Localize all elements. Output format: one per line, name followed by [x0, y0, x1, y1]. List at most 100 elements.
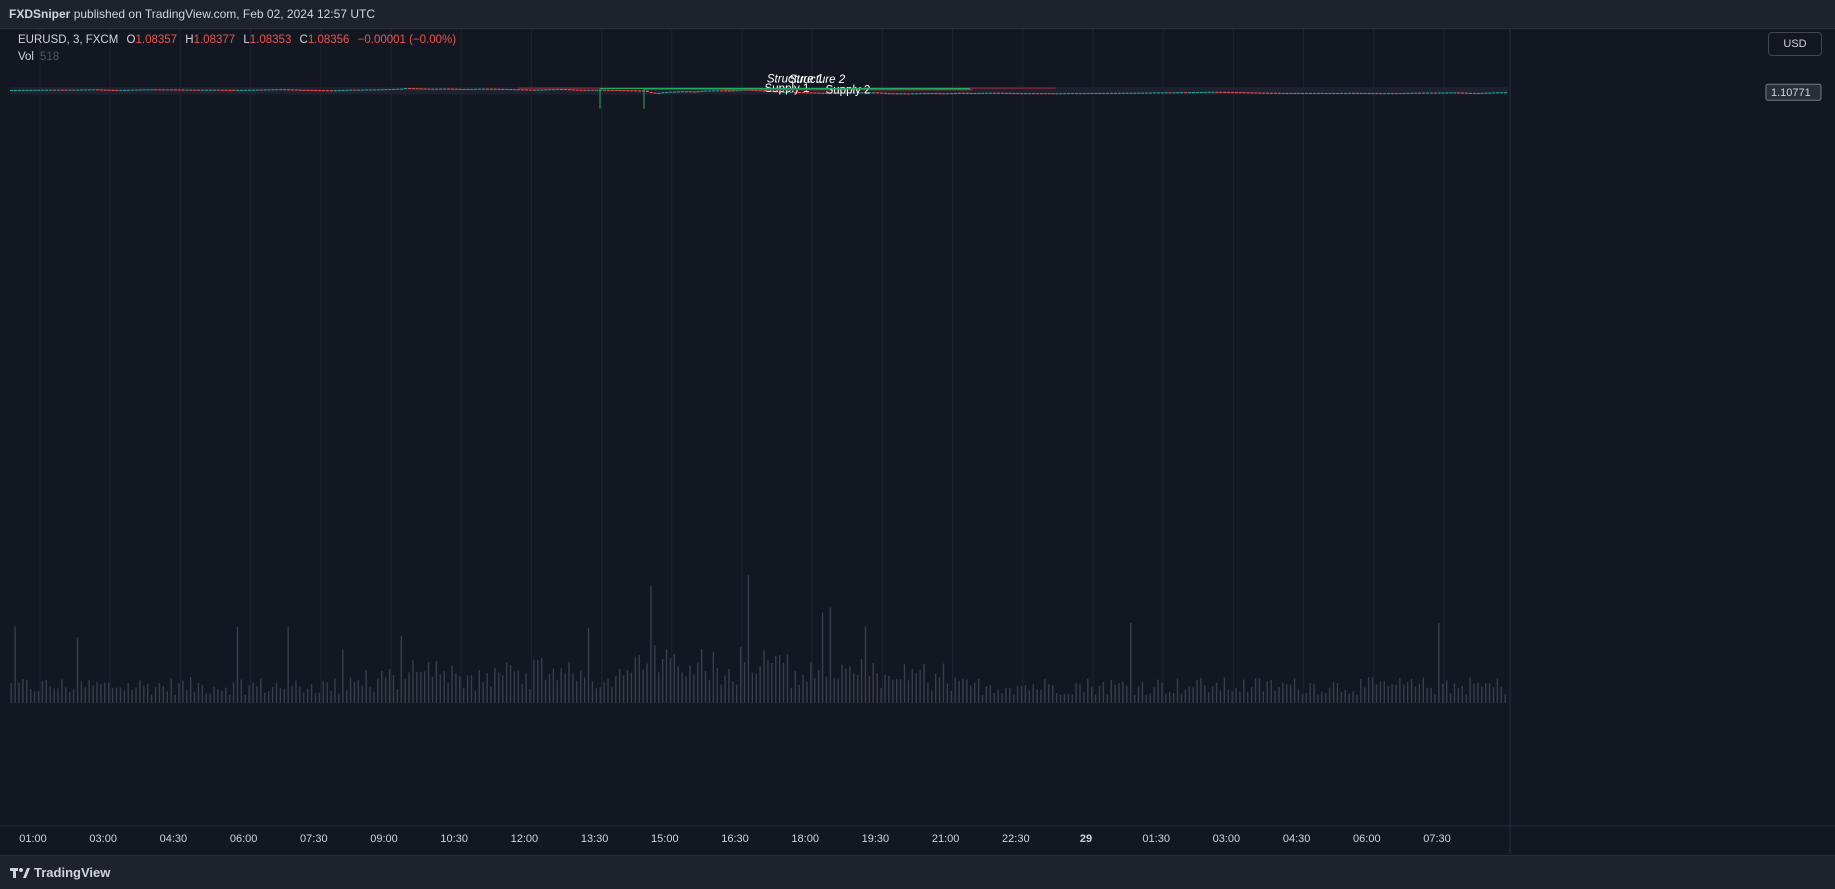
candle-body: [53, 90, 56, 91]
volume-bar: [373, 692, 374, 703]
candle-body: [361, 90, 364, 91]
candle-body: [1153, 92, 1156, 93]
candle-body: [1317, 93, 1320, 94]
candle-body: [1348, 93, 1351, 94]
time-axis-label[interactable]: 21:00: [932, 833, 960, 845]
time-axis-label[interactable]: 16:30: [721, 833, 749, 845]
candle-body: [1352, 93, 1355, 94]
volume-bar: [927, 683, 928, 703]
volume-bar: [354, 682, 355, 703]
time-axis-label[interactable]: 06:00: [230, 833, 258, 845]
volume-bar: [545, 680, 546, 703]
volume-bar: [1220, 690, 1221, 703]
time-axis-label[interactable]: 13:30: [581, 833, 609, 845]
candle-body: [1274, 93, 1277, 94]
volume-bar: [923, 664, 924, 703]
author-name[interactable]: FXDSniper: [9, 7, 70, 21]
candle-body: [1285, 93, 1288, 94]
candle-body: [1383, 93, 1386, 94]
time-axis-label[interactable]: 10:30: [440, 833, 468, 845]
volume-bar: [264, 693, 265, 703]
candle-body: [1012, 93, 1015, 94]
volume-bar: [131, 690, 132, 703]
candle-body: [162, 89, 165, 90]
volume-bar: [229, 695, 230, 703]
volume-bar: [1052, 685, 1053, 703]
volume-bar: [1442, 684, 1443, 703]
volume-bar: [1146, 695, 1147, 703]
time-axis-label[interactable]: 12:00: [511, 833, 539, 845]
candle-body: [131, 90, 134, 91]
candle-body: [135, 90, 138, 91]
volume-bar: [1364, 687, 1365, 703]
time-axis-label[interactable]: 03:00: [1213, 833, 1241, 845]
time-axis-label[interactable]: 18:00: [791, 833, 819, 845]
candle-body: [299, 90, 302, 91]
time-axis-label[interactable]: 29: [1080, 833, 1092, 845]
candle-body: [1079, 93, 1082, 94]
candle-body: [1102, 93, 1105, 94]
time-axis-label[interactable]: 04:30: [1283, 833, 1311, 845]
volume-bar: [245, 695, 246, 703]
volume-label[interactable]: Vol: [18, 51, 34, 63]
volume-bar: [96, 682, 97, 703]
time-axis-label[interactable]: 03:00: [89, 833, 117, 845]
currency-button[interactable]: USD: [1768, 32, 1822, 56]
volume-bar: [1111, 680, 1112, 703]
time-axis-label[interactable]: 09:00: [370, 833, 398, 845]
candle-body: [76, 90, 79, 91]
volume-bar: [1189, 686, 1190, 703]
volume-bar: [728, 669, 729, 703]
time-axis-label[interactable]: 07:30: [300, 833, 328, 845]
volume-bar: [139, 681, 140, 703]
candle-body: [1020, 93, 1023, 94]
volume-bar: [350, 677, 351, 703]
tradingview-logo[interactable]: TradingView: [10, 865, 110, 880]
time-axis-label[interactable]: 01:30: [1142, 833, 1170, 845]
time-axis-label[interactable]: 06:00: [1353, 833, 1381, 845]
volume-bar: [1360, 679, 1361, 703]
candle-body: [474, 89, 477, 90]
candle-body: [1032, 93, 1035, 94]
candle-body: [197, 90, 200, 91]
volume-bar: [1157, 680, 1158, 703]
time-axis-label[interactable]: 22:30: [1002, 833, 1030, 845]
volume-bar: [1426, 688, 1427, 703]
candle-body: [689, 91, 692, 92]
volume-bar: [1075, 683, 1076, 703]
candle-body: [158, 89, 161, 90]
volume-bar: [463, 688, 464, 703]
volume-bar: [1384, 681, 1385, 703]
volume-bar: [365, 670, 366, 703]
volume-bar: [958, 681, 959, 703]
time-axis-label[interactable]: 19:30: [862, 833, 890, 845]
candle-body: [1243, 92, 1246, 93]
time-axis-label[interactable]: 07:30: [1423, 833, 1451, 845]
candle-body: [1399, 93, 1402, 94]
volume-bar: [159, 683, 160, 703]
candle-body: [1055, 93, 1058, 94]
candle-body: [1367, 93, 1370, 94]
time-axis-label[interactable]: 01:00: [19, 833, 47, 845]
time-axis-label[interactable]: 15:00: [651, 833, 679, 845]
symbol-label[interactable]: EURUSD, 3, FXCM: [18, 34, 118, 46]
volume-bar: [432, 677, 433, 703]
published-text: published on TradingView.com, Feb 02, 20…: [74, 7, 375, 21]
candle-body: [1332, 93, 1335, 94]
candle-body: [1250, 92, 1253, 93]
candle-body: [80, 90, 83, 91]
volume-bar: [1286, 684, 1287, 703]
volume-bar: [709, 680, 710, 703]
volume-bar: [319, 693, 320, 703]
volume-bar: [272, 687, 273, 703]
candle-body: [821, 93, 824, 94]
volume-bar: [424, 671, 425, 703]
volume-bar: [389, 669, 390, 703]
time-axis-label[interactable]: 04:30: [160, 833, 188, 845]
candle-body: [470, 89, 473, 90]
candle-body: [1426, 93, 1429, 94]
volume-bar: [81, 681, 82, 703]
volume-bar: [479, 670, 480, 703]
